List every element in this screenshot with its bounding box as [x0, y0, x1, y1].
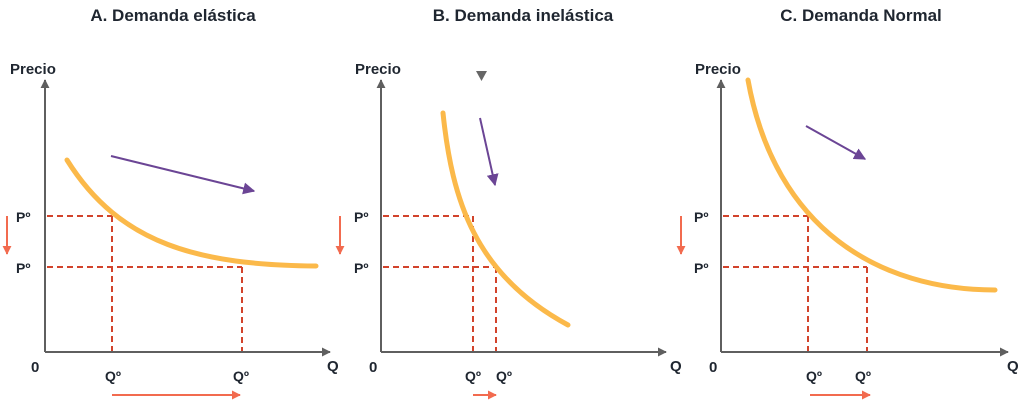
y-axis-label: Precio [10, 61, 56, 78]
price-label-high: Pº [16, 209, 30, 225]
quantity-label-high: Qº [233, 368, 249, 384]
demand-curve [64, 157, 319, 269]
quantity-label-low: Qº [105, 368, 121, 384]
price-label-low: Pº [16, 260, 30, 276]
panel-title: A. Demanda elástica [90, 6, 256, 25]
origin-label: 0 [369, 359, 377, 376]
price-label-high: Pº [354, 209, 368, 225]
demand-curve [745, 77, 998, 293]
down-triangle-icon [476, 71, 487, 81]
panel-normal-demand: C. Demanda Normal Precio Q 0 Pº Pº Qº Qº [676, 6, 1019, 400]
panel-elastic-demand: A. Demanda elástica Precio Q 0 Pº Pº Qº … [2, 6, 345, 400]
panel-title: B. Demanda inelástica [433, 6, 614, 25]
x-axis-label: Q [670, 358, 682, 375]
quantity-label-high: Qº [496, 368, 512, 384]
price-label-low: Pº [354, 260, 368, 276]
demand-curve [440, 110, 571, 328]
price-label-low: Pº [694, 260, 708, 276]
x-axis-label: Q [327, 358, 339, 375]
y-axis-label: Precio [695, 61, 741, 78]
panel-inelastic-demand: B. Demanda inelástica Precio Q 0 Pº Pº Q… [354, 6, 682, 400]
slope-direction-arrow [805, 125, 867, 160]
x-axis-label: Q [1007, 358, 1019, 375]
slope-direction-arrow [110, 155, 256, 195]
origin-label: 0 [709, 359, 717, 376]
panel-title: C. Demanda Normal [780, 6, 942, 25]
quantity-label-low: Qº [806, 368, 822, 384]
quantity-label-low: Qº [465, 368, 481, 384]
y-axis-label: Precio [355, 61, 401, 78]
quantity-label-high: Qº [855, 368, 871, 384]
price-label-high: Pº [694, 209, 708, 225]
origin-label: 0 [31, 359, 39, 376]
slope-direction-arrow [479, 117, 499, 187]
